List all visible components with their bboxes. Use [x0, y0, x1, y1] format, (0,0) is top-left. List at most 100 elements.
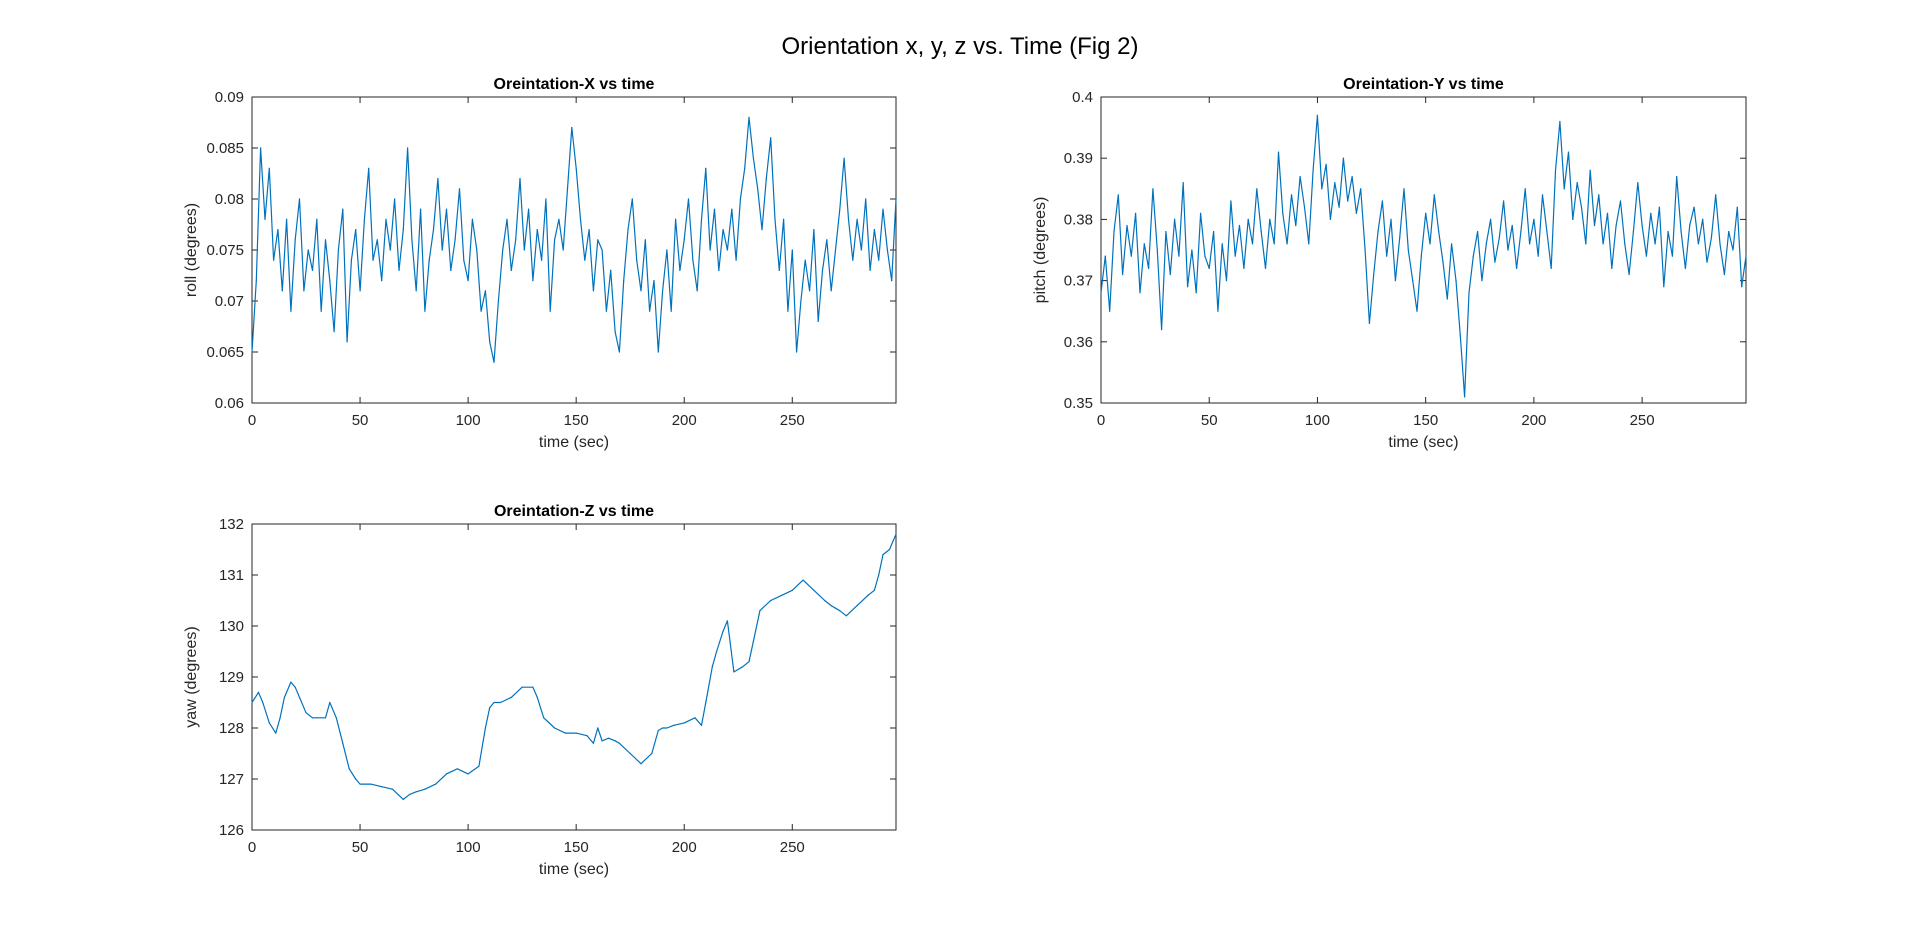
- data-point: [1230, 200, 1232, 202]
- data-point: [333, 331, 335, 333]
- figure-title: Orientation x, y, z vs. Time (Fig 2): [782, 33, 1139, 60]
- data-point: [346, 341, 348, 343]
- data-point: [424, 788, 426, 790]
- data-point: [748, 116, 750, 118]
- data-point: [536, 229, 538, 231]
- data-point: [895, 533, 897, 535]
- y-tick-label: 0.39: [1064, 150, 1093, 167]
- data-point: [1446, 298, 1448, 300]
- x-tick-label: 250: [780, 839, 805, 856]
- data-point: [1122, 273, 1124, 276]
- data-point: [830, 605, 832, 607]
- data-point: [873, 589, 876, 591]
- data-point: [372, 259, 374, 261]
- data-point: [1355, 212, 1357, 214]
- data-point: [1234, 255, 1236, 257]
- data-point: [294, 239, 296, 241]
- subplot-title: Oreintation-Z vs time: [494, 503, 654, 520]
- data-point: [311, 269, 314, 271]
- data-point: [441, 249, 443, 251]
- data-point: [1351, 176, 1353, 178]
- data-point: [722, 630, 724, 632]
- data-point: [264, 218, 266, 220]
- data-point: [391, 788, 394, 790]
- data-point: [742, 666, 744, 668]
- data-point: [268, 722, 270, 724]
- data-point: [601, 249, 603, 251]
- data-point: [1109, 310, 1111, 312]
- data-point: [402, 798, 404, 801]
- data-point: [355, 229, 357, 231]
- data-point: [627, 229, 629, 231]
- data-point: [1208, 267, 1210, 269]
- data-point: [592, 290, 595, 292]
- data-point: [878, 259, 880, 261]
- data-point: [1438, 231, 1440, 233]
- data-point: [1546, 231, 1548, 233]
- data-point: [662, 290, 664, 292]
- data-point: [631, 198, 633, 200]
- x-axis-label: time (sec): [539, 434, 609, 451]
- data-point: [467, 773, 469, 775]
- data-point: [1420, 255, 1422, 257]
- data-point: [1394, 280, 1396, 282]
- data-point: [800, 300, 802, 302]
- data-point: [670, 310, 672, 312]
- data-point: [541, 259, 543, 261]
- y-tick-label: 0.08: [215, 191, 244, 208]
- data-point: [1429, 243, 1431, 245]
- y-tick-label: 0.07: [215, 293, 244, 310]
- data-point: [355, 778, 357, 780]
- data-point: [311, 717, 314, 719]
- data-point: [1152, 188, 1154, 190]
- data-point: [1334, 182, 1336, 184]
- data-point: [847, 218, 850, 220]
- data-point: [1295, 224, 1297, 227]
- subplot-3: 0 50 100 150 200 250 126 127 128 129 130 131 132 Orei…: [183, 503, 897, 878]
- data-point: [381, 280, 383, 282]
- data-point: [502, 249, 504, 251]
- data-point: [342, 742, 344, 744]
- data-point: [700, 724, 703, 727]
- data-point: [1472, 255, 1474, 257]
- data-point: [1139, 292, 1141, 294]
- data-point: [809, 290, 811, 292]
- y-tick-label: 0.38: [1064, 211, 1093, 228]
- y-tick-label: 128: [219, 720, 244, 737]
- data-point: [1637, 182, 1639, 184]
- data-point: [1187, 286, 1189, 288]
- y-tick-label: 0.085: [206, 140, 244, 157]
- data-point: [1516, 267, 1518, 269]
- data-point: [860, 249, 863, 251]
- data-point: [389, 249, 391, 251]
- data-point: [275, 732, 277, 734]
- data-point: [471, 218, 473, 220]
- data-point: [445, 773, 448, 775]
- data-point: [687, 198, 690, 200]
- data-point: [791, 589, 793, 591]
- x-tick-label: 50: [352, 839, 369, 856]
- data-point: [1200, 212, 1202, 214]
- data-point: [813, 589, 815, 591]
- data-point: [623, 280, 625, 282]
- data-point: [1563, 188, 1565, 190]
- data-point: [722, 229, 724, 231]
- data-point: [644, 239, 646, 241]
- data-point: [882, 208, 884, 210]
- data-point: [506, 218, 508, 220]
- data-point: [1615, 224, 1617, 227]
- data-point: [614, 740, 616, 742]
- y-tick-label: 127: [219, 771, 244, 788]
- x-tick-label: 100: [1305, 412, 1330, 429]
- data-point: [1342, 157, 1344, 159]
- subplot-title: Oreintation-X vs time: [494, 76, 655, 93]
- data-point: [1381, 200, 1383, 202]
- data-point: [830, 290, 832, 292]
- data-point: [1572, 218, 1574, 220]
- data-point: [726, 620, 729, 622]
- data-point: [1511, 224, 1513, 227]
- data-point: [359, 783, 361, 785]
- data-point: [1303, 206, 1306, 208]
- data-point: [324, 717, 327, 719]
- data-point: [856, 605, 858, 607]
